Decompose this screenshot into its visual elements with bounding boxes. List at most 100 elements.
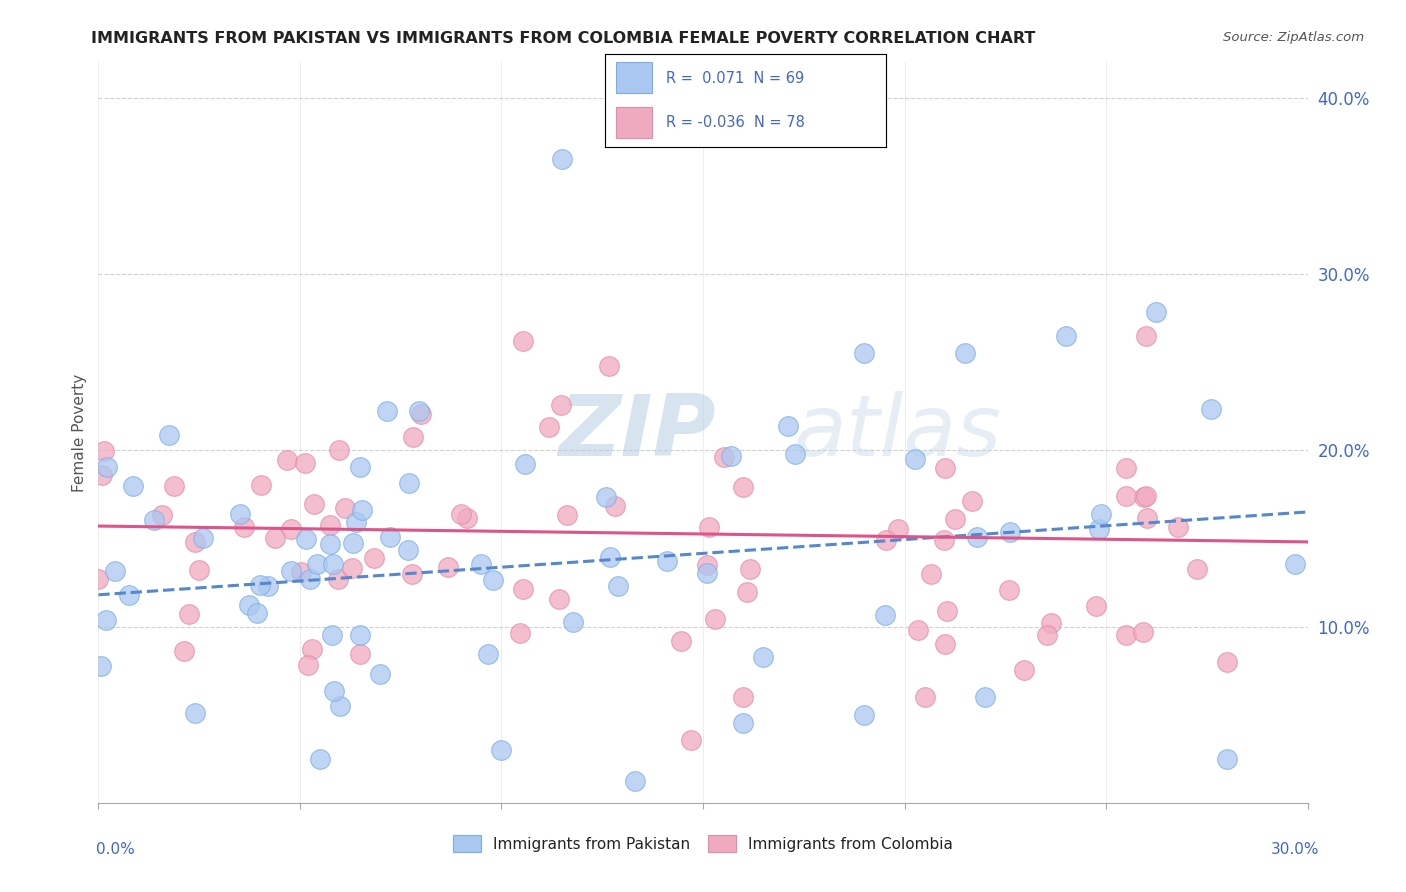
Point — [886, 522, 908, 536]
Point — [184, 706, 207, 721]
Point — [104, 565, 127, 579]
Point — [349, 647, 371, 661]
Point — [91, 467, 114, 482]
Point — [121, 479, 143, 493]
Point — [512, 582, 534, 596]
Point — [437, 560, 460, 574]
Point — [246, 606, 269, 620]
Point — [681, 732, 703, 747]
Point — [1135, 489, 1157, 503]
Point — [349, 460, 371, 475]
Point — [378, 530, 401, 544]
Point — [875, 533, 897, 547]
Point — [1054, 328, 1077, 343]
Point — [783, 447, 806, 461]
Point — [936, 603, 959, 617]
Point — [157, 428, 180, 442]
Point — [301, 641, 323, 656]
Point — [481, 574, 503, 588]
Text: 30.0%: 30.0% — [1271, 842, 1319, 856]
Point — [349, 628, 371, 642]
Point — [997, 582, 1019, 597]
Point — [778, 418, 800, 433]
Point — [513, 457, 536, 471]
Point — [914, 690, 936, 704]
Point — [934, 461, 956, 475]
Point — [904, 452, 927, 467]
Point — [671, 633, 693, 648]
Point — [346, 516, 368, 530]
Point — [328, 442, 350, 457]
Point — [1284, 557, 1306, 571]
Point — [603, 500, 626, 514]
Text: atlas: atlas — [793, 391, 1001, 475]
Point — [477, 648, 499, 662]
Point — [96, 613, 118, 627]
Point — [264, 531, 287, 545]
Point — [280, 522, 302, 536]
Point — [250, 477, 273, 491]
Point — [966, 530, 988, 544]
Point — [1115, 461, 1137, 475]
Point — [173, 644, 195, 658]
Point — [90, 659, 112, 673]
Point — [595, 490, 617, 504]
Point — [290, 565, 312, 579]
Text: Source: ZipAtlas.com: Source: ZipAtlas.com — [1223, 31, 1364, 45]
Point — [562, 615, 585, 630]
Point — [238, 598, 260, 612]
Point — [1115, 628, 1137, 642]
Point — [408, 404, 430, 418]
Point — [305, 558, 328, 572]
Point — [375, 404, 398, 418]
Point — [396, 543, 419, 558]
Point — [509, 625, 531, 640]
Point — [599, 549, 621, 564]
Point — [304, 497, 326, 511]
Point — [547, 591, 569, 606]
Text: R =  0.071  N = 69: R = 0.071 N = 69 — [666, 70, 804, 86]
Point — [1085, 599, 1108, 614]
Point — [696, 558, 718, 572]
Point — [363, 550, 385, 565]
Point — [326, 572, 349, 586]
Point — [598, 359, 620, 373]
Point — [328, 699, 350, 714]
Point — [733, 690, 755, 704]
Point — [1185, 562, 1208, 576]
Point — [319, 537, 342, 551]
Point — [322, 683, 344, 698]
Point — [974, 690, 997, 704]
Point — [1132, 624, 1154, 639]
Point — [733, 716, 755, 731]
Point — [1012, 663, 1035, 677]
Point — [953, 346, 976, 360]
Point — [1090, 507, 1112, 521]
Point — [1167, 519, 1189, 533]
Point — [193, 531, 215, 545]
Y-axis label: Female Poverty: Female Poverty — [72, 374, 87, 491]
Point — [907, 623, 929, 637]
Point — [731, 480, 754, 494]
Point — [1039, 616, 1062, 631]
Point — [352, 502, 374, 516]
Point — [280, 564, 302, 578]
Point — [704, 611, 727, 625]
Point — [318, 517, 340, 532]
Point — [998, 524, 1021, 539]
Point — [118, 588, 141, 602]
Point — [853, 346, 876, 360]
Point — [297, 658, 319, 673]
Point — [491, 743, 513, 757]
Point — [735, 584, 758, 599]
Point — [177, 607, 200, 622]
Text: IMMIGRANTS FROM PAKISTAN VS IMMIGRANTS FROM COLOMBIA FEMALE POVERTY CORRELATION : IMMIGRANTS FROM PAKISTAN VS IMMIGRANTS F… — [91, 31, 1036, 46]
Point — [1216, 752, 1239, 766]
Point — [470, 557, 492, 571]
Point — [142, 513, 165, 527]
Point — [1136, 511, 1159, 525]
Point — [1115, 489, 1137, 503]
Point — [624, 773, 647, 788]
Point — [93, 444, 115, 458]
Point — [401, 567, 423, 582]
